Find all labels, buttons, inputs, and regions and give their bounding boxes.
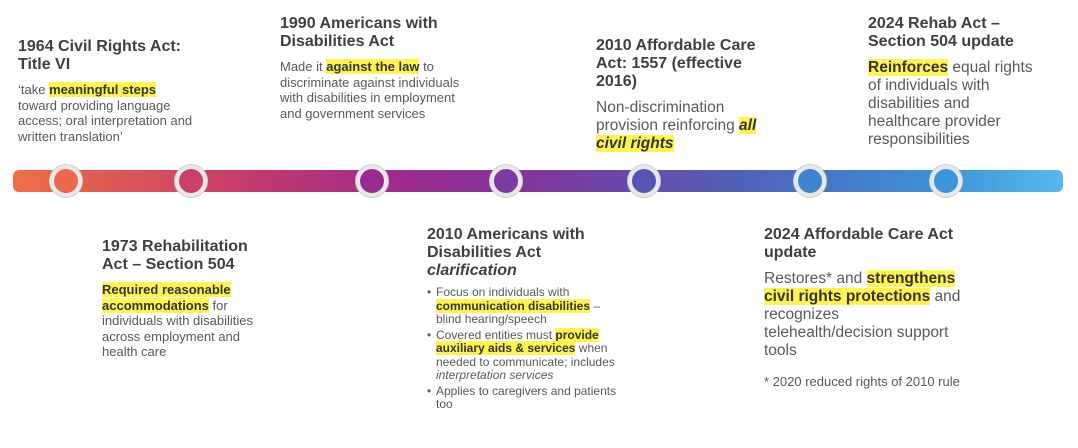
event-2010-ada-title-italic: clarification [427, 262, 517, 279]
timeline-bar [13, 170, 1063, 192]
event-1990-text: Made it against the law to discriminate … [280, 59, 462, 121]
event-2024-rehab-title: 2024 Rehab Act – Section 504 update [868, 15, 1014, 50]
timeline-node-1990 [356, 165, 388, 197]
bullet-1-highlight: communication disabilities [436, 298, 591, 313]
bullet-2-pre: Covered entities must [436, 327, 556, 342]
event-1973: 1973 Rehabilitation Act – Section 504 Re… [102, 238, 262, 360]
event-2024-aca-text-post: and recognizes telehealth/decision suppo… [764, 288, 961, 359]
event-2024-aca-title: 2024 Affordable Care Act update [764, 226, 954, 261]
bullet-2-post: when needed to communicate; includes [436, 341, 615, 369]
event-2024-rehab-text: Reinforces equal rights of individuals w… [868, 59, 1038, 149]
event-2024-aca: 2024 Affordable Care Act update Restores… [764, 226, 964, 390]
event-1990: 1990 Americans with Disabilities Act Mad… [280, 15, 462, 121]
event-2010-ada-title: 2010 Americans with Disabilities Act clar… [427, 226, 627, 280]
event-2024-rehab-highlight: Reinforces [868, 59, 949, 76]
event-1964-text: ‘take meaningful steps toward providing … [18, 82, 193, 144]
bullet-3-text: Applies to caregivers and patients too [436, 383, 617, 411]
event-2024-aca-text: Restores* and strengthens civil rights p… [764, 270, 964, 360]
event-2010-ada: 2010 Americans with Disabilities Act clar… [427, 226, 627, 414]
event-2010-aca-text-pre: Non-discrimination provision reinforcing [596, 99, 740, 134]
bullet-2-italic: interpretation services [436, 368, 554, 382]
event-1973-title: 1973 Rehabilitation Act – Section 504 [102, 238, 248, 273]
event-2024-rehab: 2024 Rehab Act – Section 504 update Rein… [868, 15, 1038, 149]
bullet-1-pre: Focus on individuals with [436, 285, 570, 299]
event-2024-aca-text-pre: Restores* and [764, 270, 867, 287]
event-1964-text-pre: ‘take [18, 82, 50, 97]
timeline-node-2010-ada [490, 165, 522, 197]
event-2010-ada-bullet-2: Covered entities must provide auxiliary … [427, 327, 627, 383]
bullet-1-post: – blind hearing/speech [436, 298, 601, 326]
event-2010-ada-bullet-3: Applies to caregivers and patients too [427, 383, 627, 412]
event-1990-title: 1990 Americans with Disabilities Act [280, 15, 438, 50]
event-1973-text-post: for individuals with disabilities across… [102, 297, 254, 360]
event-1990-highlight: against the law [326, 59, 420, 74]
event-1964-highlight: meaningful steps [49, 82, 156, 97]
event-1990-text-pre: Made it [280, 59, 327, 74]
event-2010-ada-bullet-1: Focus on individuals with communication … [427, 285, 627, 327]
timeline-node-2024-aca [794, 165, 826, 197]
event-2010-aca-title: 2010 Affordable Care Act: 1557 (effectiv… [596, 37, 756, 90]
event-1964-text-post: toward providing language access; oral i… [18, 97, 193, 144]
event-1964-title: 1964 Civil Rights Act: Title VI [18, 38, 182, 73]
event-2024-aca-footnote: * 2020 reduced rights of 2010 rule [764, 374, 960, 389]
event-1973-text: Required reasonable accommodations for i… [102, 282, 262, 360]
timeline-node-2010-aca [628, 165, 660, 197]
event-1964: 1964 Civil Rights Act: Title VI ‘take me… [18, 38, 193, 144]
timeline-node-1973 [175, 165, 207, 197]
event-2024-rehab-text-post: equal rights of individuals with disabil… [868, 59, 1033, 148]
timeline-node-2024-rehab [930, 165, 962, 197]
event-1990-text-post: to discriminate against individuals with… [280, 59, 460, 121]
event-2010-ada-bullets: Focus on individuals with communication … [427, 285, 627, 412]
event-2010-aca: 2010 Affordable Care Act: 1557 (effectiv… [596, 37, 776, 153]
event-2010-aca-text: Non-discrimination provision reinforcing… [596, 99, 776, 153]
timeline-node-1964 [50, 165, 82, 197]
event-2010-ada-title-text: 2010 Americans with Disabilities Act [427, 226, 585, 261]
